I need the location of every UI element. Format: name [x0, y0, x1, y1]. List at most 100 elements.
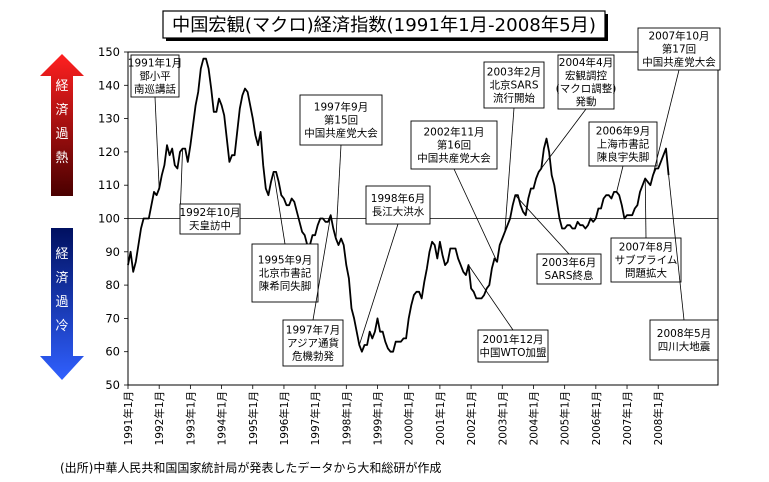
annotation-label: 1998年6月長江大洪水	[371, 192, 425, 218]
annotation-label-line: SARS終息	[544, 269, 593, 282]
annotation-label-line: 2008年5月	[657, 327, 711, 340]
annotation-label-line: 長江大洪水	[372, 205, 425, 218]
arrow-label-char: 熱	[55, 151, 68, 166]
annotation-label-line: 陳希同失脚	[259, 280, 312, 293]
annotation: 1998年6月長江大洪水	[358, 185, 431, 346]
arrow-label-char: 過	[55, 295, 68, 310]
annotation-label-line: 2006年9月	[596, 125, 650, 138]
annotation-box	[610, 237, 682, 283]
annotation-leader	[616, 165, 624, 192]
annotation-label: 1995年9月北京市書記陳希同失脚	[258, 254, 312, 293]
annotation-label-line: 宏観調控	[565, 69, 607, 82]
series-line	[127, 57, 670, 353]
x-tick-label: 1994年1月	[216, 391, 229, 445]
annotation-label-line: 発動	[576, 95, 597, 108]
y-tick-label: 60	[105, 345, 120, 359]
annotation: 2008年5月四川大地震	[649, 175, 719, 361]
annotation-label-line: 上海市書記	[597, 138, 650, 151]
arrow-label-char: 冷	[55, 319, 68, 334]
annotation: 2004年4月宏観調控(マクロ調整)発動	[540, 54, 617, 169]
annotation: 1991年1月鄧小平南巡講話	[128, 54, 182, 189]
annotation-leader	[154, 96, 160, 189]
annotation-label-line: 1992年10月	[179, 206, 240, 219]
annotation-label: 2002年11月第16回中国共産党大会	[417, 126, 491, 165]
x-tick-label: 2000年1月	[403, 391, 416, 445]
arrow-label-char: 経	[55, 247, 68, 262]
annotation-label: 2003年6月 SARS終息	[542, 256, 596, 282]
annotation-label-line: 南巡講話	[134, 83, 176, 96]
x-tick-label: 2002年1月	[465, 391, 478, 445]
x-tick-label: 1998年1月	[340, 391, 353, 445]
annotation-leader	[644, 178, 647, 239]
y-tick-label: 70	[105, 311, 120, 325]
annotation-box	[299, 94, 383, 146]
x-tick-label: 2005年1月	[559, 391, 572, 445]
annotation: 2007年10月第17回中国共産党大会	[637, 27, 721, 186]
arrow-label-char: 経	[55, 79, 68, 94]
annotation-label: 1997年7月アジア通貨危機勃発	[286, 324, 340, 363]
annotation-label: 2006年9月上海市書記陳良宇失脚	[596, 125, 650, 164]
overheat-label: 経済過熱	[55, 79, 68, 166]
annotation: 2002年11月第16回中国共産党大会	[410, 120, 498, 262]
annotation-label-line: 危機勃発	[292, 350, 334, 363]
title-box	[162, 10, 606, 39]
annotation-leader	[335, 144, 342, 239]
x-tick-labels: 1991年1月 1992年1月 1993年1月 1994年1月 1995年1月 1996年…	[122, 391, 665, 445]
annotation-label-line: 1997年9月	[314, 101, 368, 114]
annotation-label-line: 第15回	[324, 114, 358, 127]
y-tick-label: 110	[98, 178, 120, 192]
arrow-label-char: 過	[55, 127, 68, 142]
annotation-label-line: 中国WTO加盟	[479, 346, 547, 359]
annotation-box	[557, 54, 615, 110]
x-tick-label: 1993年1月	[184, 391, 197, 445]
x-tick-label: 1999年1月	[372, 391, 385, 445]
annotation-leader	[358, 223, 399, 346]
cool-arrow: 経済過冷	[40, 228, 84, 380]
x-tick-label: 2001年1月	[434, 391, 447, 445]
annotation-label-line: 陳良宇失脚	[597, 151, 650, 164]
annotation-label: 2004年4月宏観調控(マクロ調整)発動	[556, 56, 617, 108]
annotation-label-line: 北京SARS	[489, 79, 538, 92]
annotation-box	[483, 61, 545, 109]
annotation-box	[282, 319, 344, 367]
annotation-box	[536, 253, 602, 285]
source-note: (出所)中華人民共和国国家統計局が発表したデータから大和総研が作成	[60, 460, 441, 475]
annotation-label-line: アジア通貨	[287, 337, 339, 350]
annotation: 2001年12月中国WTO加盟	[468, 264, 549, 363]
chart-title: 中国宏観(マクロ)経済指数(1991年1月-2008年5月)	[172, 15, 596, 36]
annotation: 1997年9月第15回中国共産党大会	[299, 94, 383, 239]
x-tick-label: 2008年1月	[652, 391, 665, 445]
annotation: 1992年10月天皇訪中	[179, 148, 241, 235]
annotation-label-line: 天皇訪中	[189, 219, 231, 232]
x-tick-label: 2006年1月	[590, 391, 603, 445]
annotation-label-line: 2003年6月	[542, 256, 596, 269]
y-tick-labels: 50 60 70 80 90 100 110 120 130 140 150	[98, 45, 120, 392]
x-tick-label: 1991年1月	[122, 391, 135, 445]
x-tick-label: 2003年1月	[496, 391, 509, 445]
annotation-box	[179, 203, 241, 235]
annotation-label: 1991年1月鄧小平南巡講話	[128, 57, 182, 96]
overheat-arrow-shape	[40, 54, 84, 196]
annotation-label-line: 鄧小平	[139, 71, 171, 83]
annotation-label-line: 2004年4月	[559, 56, 613, 69]
annotation-label-line: 1995年9月	[258, 254, 312, 267]
annotation-box	[365, 185, 431, 225]
cool-arrow-shape	[40, 228, 84, 380]
y-tick-label: 140	[98, 78, 120, 92]
annotation-leader	[468, 264, 514, 331]
annotation-label: 1992年10月天皇訪中	[179, 206, 240, 232]
annotation-label-line: サブプライム	[615, 254, 678, 267]
x-tick-label: 2004年1月	[527, 391, 540, 445]
y-tick-label: 50	[105, 378, 120, 392]
annotation-label-line: 2003年2月	[487, 66, 541, 79]
annotation-label-line: 四川大地震	[658, 340, 711, 353]
annotation-label-line: 第16回	[437, 139, 471, 152]
annotation-label-line: 1991年1月	[128, 57, 182, 70]
y-tick-label: 80	[105, 278, 120, 292]
annotation-label-line: (マクロ調整)	[556, 82, 617, 95]
x-tick-label: 2007年1月	[621, 391, 634, 445]
annotation-label-line: 2002年11月	[423, 126, 484, 139]
annotation-label-line: 問題拡大	[625, 267, 667, 280]
annotation-label: 2007年10月第17回中国共産党大会	[642, 30, 716, 69]
